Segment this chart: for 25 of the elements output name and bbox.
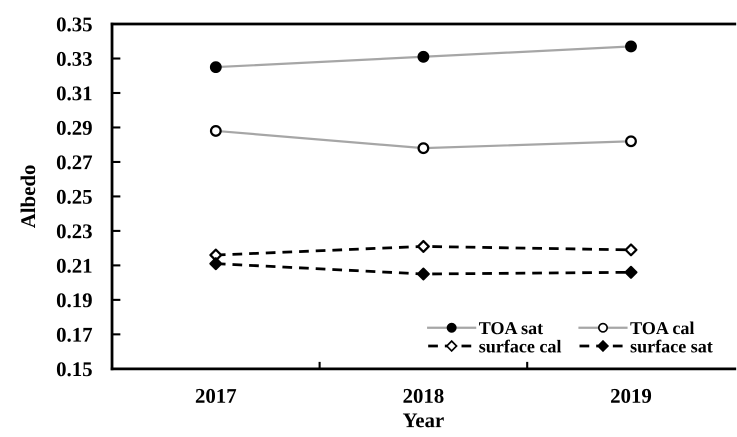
legend-label: TOA cal xyxy=(630,322,694,334)
legend-label: surface cal xyxy=(479,340,562,353)
point xyxy=(416,240,430,253)
point xyxy=(416,268,430,280)
x-tick-label: 2018 xyxy=(403,388,444,403)
legend-label: TOA sat xyxy=(479,322,544,334)
x-axis-title: Year xyxy=(402,414,444,428)
y-tick-label: 0.23 xyxy=(56,224,92,238)
y-tick-label: 0.17 xyxy=(56,328,92,342)
point xyxy=(624,266,638,279)
y-tick-label: 0.29 xyxy=(56,120,92,135)
y-tick-label: 0.27 xyxy=(56,155,92,170)
y-tick-label: 0.33 xyxy=(56,52,92,66)
point xyxy=(209,257,222,270)
y-tick-label: 0.21 xyxy=(56,258,92,273)
y-tick-label: 0.19 xyxy=(56,293,92,308)
y-tick-label: 0.15 xyxy=(56,362,92,376)
x-tick-label: 2019 xyxy=(611,388,652,403)
y-tick-label: 0.31 xyxy=(56,86,92,101)
point xyxy=(624,243,638,256)
x-tick-label: 2017 xyxy=(196,388,236,403)
y-tick-label: 0.25 xyxy=(56,190,92,204)
legend-label: surface sat xyxy=(630,340,713,353)
y-axis-title: Albedo xyxy=(20,165,36,228)
y-tick-label: 0.35 xyxy=(56,17,92,32)
